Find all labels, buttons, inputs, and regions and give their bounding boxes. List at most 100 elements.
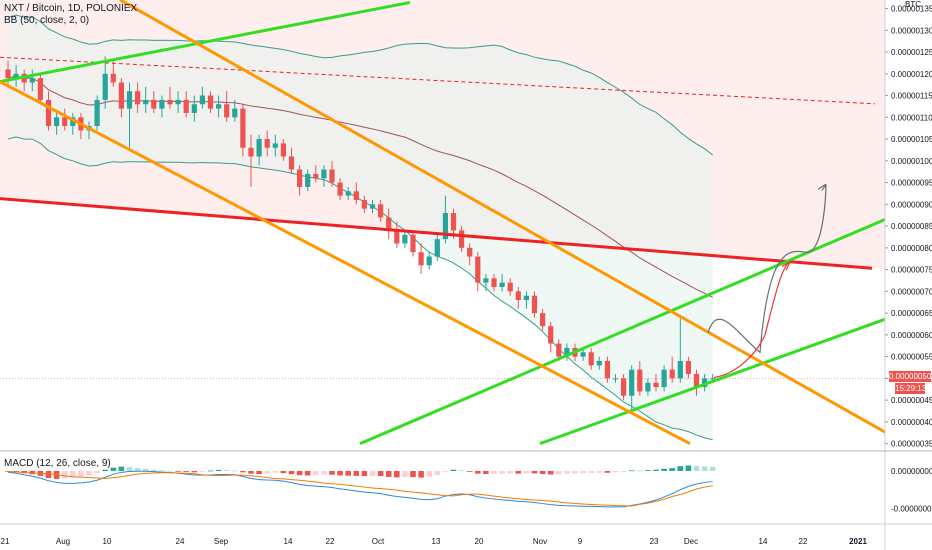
- macd-histogram-bar: [564, 471, 570, 474]
- macd-histogram-bar: [118, 466, 125, 471]
- candle-body: [531, 295, 538, 314]
- bollinger-legend[interactable]: BB (50, close, 2, 0): [4, 15, 90, 26]
- candle-body: [580, 352, 586, 357]
- macd-histogram-bar: [183, 471, 189, 472]
- macd-histogram-bar: [361, 471, 368, 477]
- x-tick-label: 20: [475, 537, 484, 546]
- candle-body: [159, 99, 165, 109]
- candle-body: [426, 256, 432, 266]
- macd-histogram-bar: [369, 471, 376, 476]
- macd-histogram-bar: [580, 471, 586, 474]
- green-channel-lower: [539, 317, 885, 446]
- macd-histogram-bar: [223, 470, 230, 471]
- candle-body: [467, 247, 473, 257]
- macd-histogram-bar: [385, 471, 392, 477]
- candle-body: [207, 95, 214, 109]
- candle-body: [410, 234, 416, 253]
- bar-countdown-tag: 15:29:13: [895, 383, 927, 394]
- x-tick-label: 22: [799, 537, 808, 546]
- macd-histogram-bar: [142, 468, 149, 471]
- green-channel-upper: [359, 217, 885, 446]
- grey-projection-path: [707, 184, 827, 354]
- candle-body: [94, 99, 100, 127]
- candle-body: [191, 104, 197, 113]
- bollinger-upper: [7, 14, 714, 156]
- y-tick-label: 0.00000035: [891, 440, 932, 449]
- candle-body: [29, 78, 35, 83]
- macd-histogram-bar: [191, 471, 198, 473]
- macd-histogram-bar: [677, 466, 684, 471]
- candle-body: [126, 91, 133, 109]
- candle-body: [313, 173, 319, 179]
- macd-histogram-bar: [240, 471, 246, 473]
- macd-line: [7, 470, 713, 508]
- macd-histogram-bar: [264, 471, 270, 474]
- macd-histogram-bar: [426, 471, 432, 477]
- candle-body: [418, 252, 424, 266]
- macd-histogram-bar: [418, 471, 424, 478]
- macd-histogram-bar: [661, 468, 667, 471]
- macd-histogram-bar: [199, 471, 206, 472]
- macd-histogram-bar: [547, 471, 554, 475]
- candle-body: [499, 282, 505, 288]
- candle-body: [564, 347, 570, 357]
- candle-body: [685, 360, 691, 375]
- candle-body: [637, 369, 643, 392]
- macd-histogram-bar: [701, 466, 708, 471]
- macd-histogram-bar: [151, 469, 157, 471]
- candle-body: [37, 78, 43, 100]
- macd-histogram-bar: [288, 471, 295, 475]
- macd-histogram-bar: [604, 471, 611, 473]
- candle-body: [475, 256, 481, 283]
- macd-histogram-bar: [539, 471, 546, 475]
- macd-histogram-bar: [337, 471, 343, 476]
- candle-body: [135, 91, 141, 105]
- macd-legend[interactable]: MACD (12, 26, close, 9): [4, 458, 111, 469]
- candle-body: [523, 295, 529, 301]
- macd-histogram-bar: [450, 469, 457, 471]
- macd-histogram-bar: [628, 470, 635, 472]
- macd-histogram-bar: [507, 471, 513, 474]
- candle-body: [329, 169, 335, 183]
- macd-histogram-bar: [596, 471, 603, 473]
- candle-body: [337, 182, 343, 196]
- candle-body: [256, 139, 262, 157]
- candle-body: [588, 352, 594, 366]
- x-tick-label: 9: [578, 537, 583, 546]
- macd-histogram-bar: [167, 470, 173, 472]
- macd-histogram-bar: [612, 471, 619, 473]
- macd-histogram-bar: [394, 471, 400, 478]
- x-tick-label: Sep: [214, 537, 229, 546]
- macd-histogram-bar: [709, 466, 716, 471]
- candle-body: [621, 378, 627, 396]
- candle-body: [645, 382, 651, 392]
- macd-histogram-bar: [693, 465, 700, 471]
- candle-body: [13, 73, 19, 79]
- y-tick-label: 0.00000105: [891, 135, 932, 144]
- candle-body: [240, 108, 246, 148]
- y-tick-label: 0.00000040: [891, 418, 932, 427]
- macd-histogram-bar: [134, 468, 141, 471]
- candle-body: [434, 239, 440, 257]
- candle-body: [548, 326, 554, 344]
- y-tick-label: 0.00000100: [891, 157, 932, 166]
- candle-body: [70, 117, 76, 127]
- y-tick-label: 0.00000130: [891, 26, 932, 35]
- candle-body: [321, 169, 327, 179]
- candle-body: [483, 278, 489, 283]
- macd-histogram-bar: [377, 471, 384, 477]
- candle-body: [402, 234, 408, 244]
- candle-body: [199, 95, 205, 105]
- red-projection-path: [713, 261, 791, 379]
- candle-body: [297, 169, 303, 187]
- candle-body: [45, 99, 52, 127]
- candle-body: [710, 378, 716, 380]
- macd-histogram-bar: [410, 471, 416, 478]
- x-tick-label: Nov: [533, 537, 547, 546]
- candle-body: [280, 143, 286, 157]
- candle-body: [394, 230, 400, 244]
- candle-body: [5, 69, 11, 79]
- y-tick-label: 0.00000085: [891, 222, 932, 231]
- macd-histogram-bar: [45, 471, 52, 479]
